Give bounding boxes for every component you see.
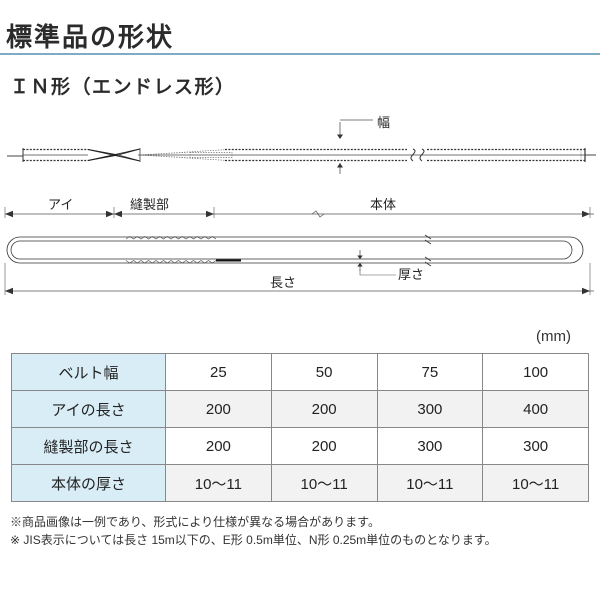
svg-text:アイ: アイ [48, 197, 73, 212]
svg-text:厚さ: 厚さ [398, 267, 424, 282]
svg-text:本体: 本体 [370, 197, 396, 212]
svg-text:縫製部: 縫製部 [130, 197, 169, 212]
svg-text:長さ: 長さ [270, 275, 296, 290]
svg-text:幅: 幅 [377, 115, 390, 130]
